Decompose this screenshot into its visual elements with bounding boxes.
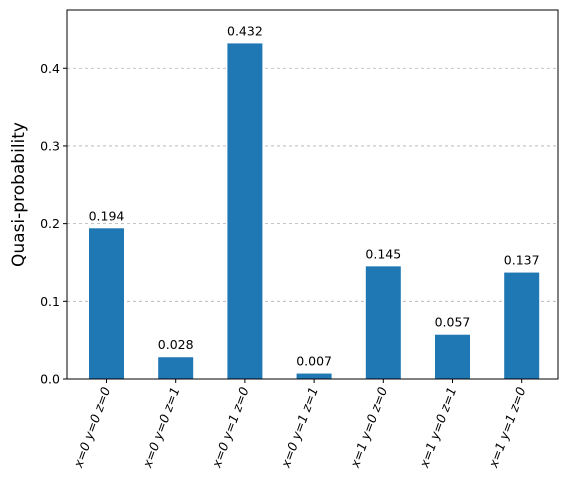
bar-value-label: 0.137 [504, 253, 540, 268]
gridlines [67, 67, 558, 302]
bar [504, 272, 540, 379]
bar-value-label: 0.028 [158, 337, 194, 352]
plot-frame [66, 9, 559, 380]
bar-value-label: 0.432 [227, 23, 263, 38]
bar [435, 334, 470, 379]
y-tick-label: 0.4 [40, 61, 60, 76]
bar [158, 357, 194, 379]
bar [227, 43, 263, 380]
y-tick-label: 0.2 [40, 216, 60, 231]
y-tick-label: 0.3 [40, 138, 60, 153]
bar-value-label: 0.145 [365, 246, 401, 261]
y-tick-label: 0.1 [40, 294, 60, 309]
y-axis: 0.0 0.1 0.2 0.3 0.4 [40, 61, 67, 387]
bar [296, 373, 332, 379]
bar [365, 266, 401, 379]
bar-value-label: 0.057 [435, 315, 471, 330]
bar-value-label: 0.007 [296, 354, 332, 369]
data-labels: 0.194 0.028 0.432 0.007 0.145 0.057 0.137 [89, 23, 540, 368]
bar [89, 228, 124, 379]
y-tick-label: 0.0 [40, 372, 60, 387]
bar-value-label: 0.194 [89, 208, 125, 223]
bars [89, 43, 540, 380]
y-axis-title: Quasi-probability [9, 122, 29, 267]
